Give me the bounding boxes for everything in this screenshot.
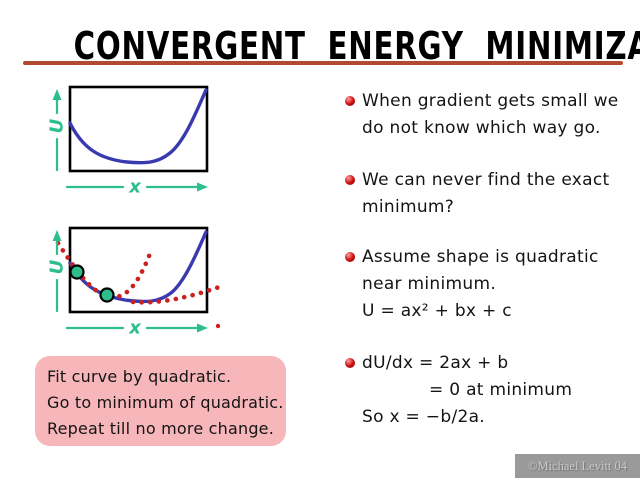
bullet-line: We can never find the exact: [362, 170, 610, 190]
quadratic-fit-dots-second: [130, 283, 225, 305]
bullet-line: When gradient gets small we: [362, 91, 619, 111]
y-axis-label: U: [47, 118, 68, 133]
bullet-icon: [345, 96, 355, 106]
x-axis-label: x: [128, 177, 142, 198]
bullet-icon: [345, 175, 355, 185]
summary-line: Go to minimum of quadratic.: [47, 393, 284, 412]
formula-line: = 0 at minimum: [429, 380, 573, 400]
energy-plot-quadratic-fit: U x: [47, 226, 225, 339]
plot-box: [68, 85, 209, 173]
y-axis-label: U: [47, 259, 68, 274]
bullet-line: minimum?: [362, 197, 455, 217]
bullet-item-derivative: dU/dx = 2ax + b = 0 at minimum So x = −b…: [345, 350, 572, 431]
bullet-item-assume-quadratic: Assume shape is quadratic near minimum. …: [345, 244, 599, 325]
summary-line: Fit curve by quadratic.: [47, 367, 232, 386]
x-axis-arrowhead-icon: [197, 323, 208, 333]
watermark: ©Michael Levitt 04: [515, 454, 640, 478]
sample-point: [99, 287, 115, 303]
bullet-item-gradient-small: When gradient gets small we do not know …: [345, 88, 619, 142]
y-axis-arrowhead-icon: [52, 230, 62, 241]
bullet-item-never-exact: We can never find the exact minimum?: [345, 167, 610, 221]
energy-plot-initial: U x: [47, 85, 209, 198]
formula-line: U = ax² + bx + c: [362, 301, 512, 321]
bullet-icon: [345, 358, 355, 368]
formula-line: dU/dx = 2ax + b: [362, 353, 509, 373]
bullet-line: near minimum.: [362, 274, 497, 294]
title-underline: [23, 61, 623, 65]
energy-curve: [68, 88, 208, 165]
x-axis-arrowhead-icon: [197, 182, 208, 192]
formula-line: So x = −b/2a.: [362, 407, 486, 427]
bullet-line: Assume shape is quadratic: [362, 247, 599, 267]
bullet-icon: [345, 252, 355, 262]
summary-line: Repeat till no more change.: [47, 419, 275, 438]
x-axis-label: x: [128, 318, 142, 339]
page-title: CONVERGENT ENERGY MINIMIZATION: [73, 24, 640, 68]
sample-point: [69, 264, 85, 280]
stray-red-dot: [215, 323, 221, 329]
y-axis-arrowhead-icon: [52, 89, 62, 100]
bullet-line: do not know which way go.: [362, 118, 601, 138]
summary-box: Fit curve by quadratic. Go to minimum of…: [35, 356, 286, 446]
